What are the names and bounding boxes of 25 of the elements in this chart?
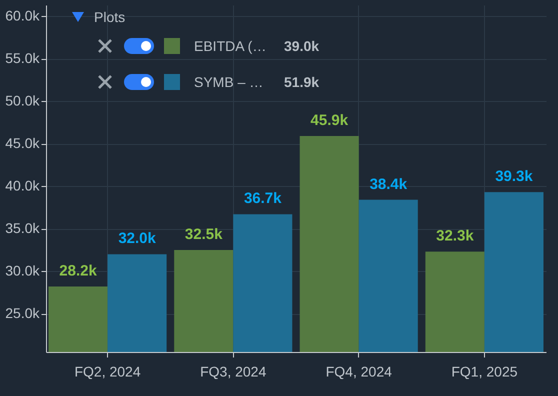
- x-tick-label: FQ3, 2024: [200, 364, 266, 380]
- y-tick-label: 40.0k: [5, 178, 40, 194]
- y-tick-label: 50.0k: [5, 92, 40, 109]
- y-tick-label: 45.0k: [5, 135, 40, 152]
- x-tick-label: FQ1, 2025: [451, 364, 518, 380]
- annotation: 51.9k: [284, 74, 320, 90]
- legend-label: SYMB – …: [194, 74, 264, 90]
- y-tick-label: 25.0k: [5, 305, 40, 322]
- y-tick-label: 30.0k: [5, 262, 40, 279]
- data-label: 28.2k: [59, 262, 98, 280]
- y-tick-label: 55.0k: [5, 50, 40, 66]
- legend-label: EBITDA (…: [194, 38, 268, 54]
- data-label: 32.0k: [118, 230, 156, 248]
- x-tick-label: FQ2, 2024: [74, 364, 141, 380]
- data-label: 45.9k: [310, 112, 349, 129]
- y-tick-label: 60.0k: [5, 8, 40, 24]
- y-tick-label: 35.0k: [5, 220, 40, 236]
- data-label: 32.3k: [436, 228, 474, 245]
- data-label: 38.4k: [370, 176, 408, 193]
- data-label: 36.7k: [244, 190, 282, 208]
- annotation: 39.0k: [284, 38, 320, 54]
- legend-title: Plots: [94, 9, 126, 25]
- data-label: 39.3k: [495, 168, 534, 186]
- x-tick-label: FQ4, 2024: [326, 364, 392, 380]
- data-label: 32.5k: [184, 226, 224, 243]
